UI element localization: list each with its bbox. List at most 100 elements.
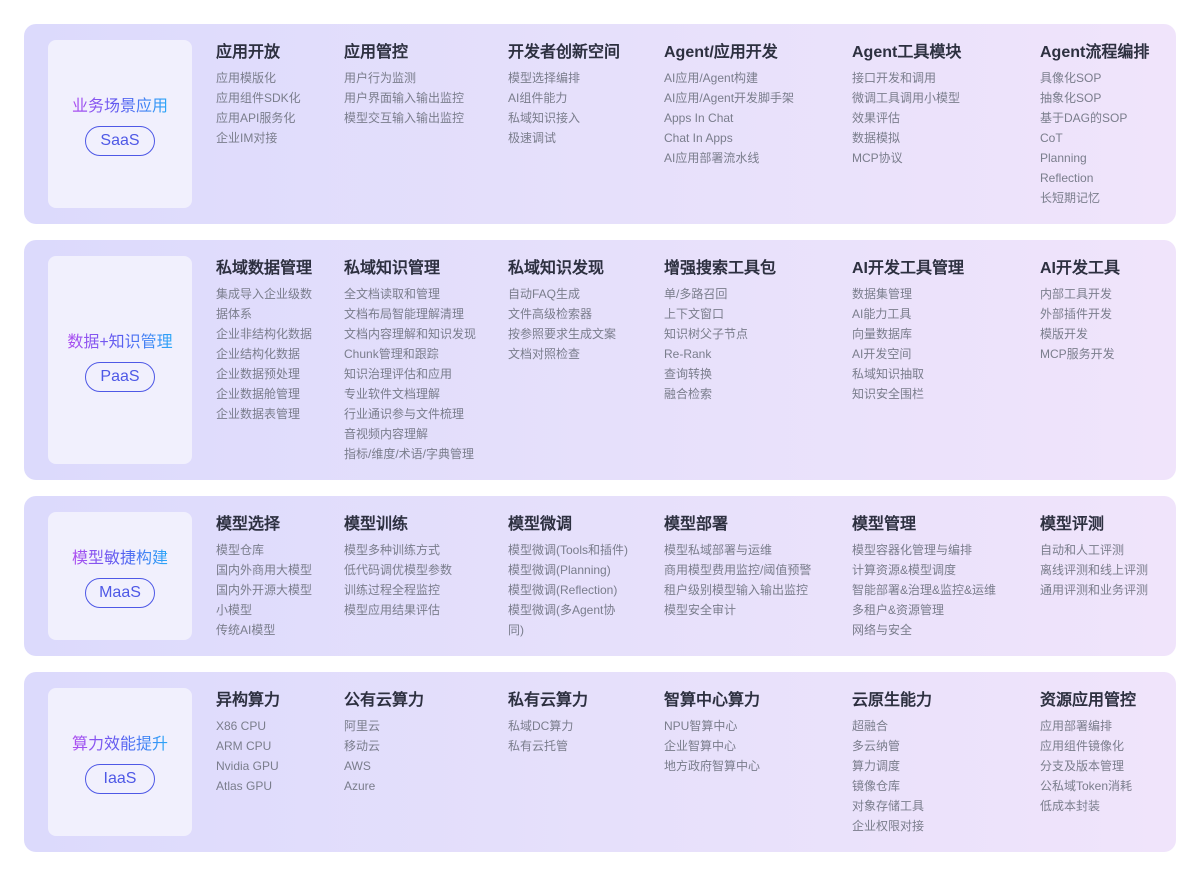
group-item: 移动云 [344, 739, 381, 753]
group-item: Reflection [1040, 171, 1094, 185]
capability-group: 模型训练 模型多种训练方式 低代码调优模型参数 训练过程全程监控 模型应用结果评估 [344, 514, 452, 620]
capability-group: 应用开放 应用模版化 应用组件SDK化 应用API服务化 企业IM对接 [216, 42, 301, 148]
group-item: 同) [508, 623, 524, 637]
group-item: 按参照要求生成文案 [508, 327, 617, 341]
group-item: 多云纳管 [852, 739, 901, 753]
group-title: 私有云算力 [508, 692, 589, 709]
group-item: 全文档读取和管理 [344, 287, 441, 301]
group-item: X86 CPU [216, 719, 267, 733]
group-item: 用户行为监测 [344, 71, 417, 85]
group-item: MCP服务开发 [1040, 347, 1115, 361]
group-item: 网络与安全 [852, 623, 913, 637]
group-item: 模型微调(多Agent协 [508, 603, 616, 617]
group-item: 模型私域部署与运维 [664, 543, 773, 557]
group-item: 应用部署编排 [1040, 719, 1113, 733]
group-title: 模型评测 [1040, 516, 1105, 533]
group-item: 私域知识接入 [508, 111, 581, 125]
group-title: Agent工具模块 [852, 44, 962, 61]
group-item: Re-Rank [664, 347, 712, 361]
group-title: 资源应用管控 [1040, 692, 1137, 709]
group-item: 智能部署&治理&监控&运维 [852, 583, 997, 597]
layer-row-iaas: 算力效能提升 IaaS 异构算力 X86 CPU ARM CPU Nvidia GPU… [24, 672, 1176, 852]
group-item: 接口开发和调用 [852, 71, 937, 85]
group-title: 应用开放 [216, 44, 281, 61]
group-item: 企业智算中心 [664, 739, 737, 753]
group-item: 自动FAQ生成 [508, 287, 581, 301]
group-item: 知识安全围栏 [852, 387, 925, 401]
group-item: ARM CPU [216, 739, 272, 753]
group-item: 模型容器化管理与编排 [852, 543, 973, 557]
group-title: 智算中心算力 [664, 692, 761, 709]
group-item: Nvidia GPU [216, 759, 279, 773]
group-title: 异构算力 [216, 692, 281, 709]
group-title: 应用管控 [344, 44, 409, 61]
group-item: 模型微调(Planning) [508, 563, 611, 577]
group-item: 商用模型费用监控/阈值预警 [664, 563, 812, 577]
group-item: AWS [344, 759, 371, 773]
group-item: Atlas GPU [216, 779, 273, 793]
group-item: 音视频内容理解 [344, 427, 429, 441]
group-item: AI应用部署流水线 [664, 151, 760, 165]
group-item: NPU智算中心 [664, 719, 738, 733]
group-item: 传统AI模型 [216, 623, 276, 637]
capability-group: 模型部署 模型私域部署与运维 商用模型费用监控/阈值预警 租户级别模型输入输出监控 模型… [664, 514, 811, 620]
group-item: 知识树父子节点 [664, 327, 749, 341]
capability-group: 模型选择 模型仓库 国内外商用大模型 国内外开源大模型 小模型 传统AI模型 [216, 514, 312, 640]
group-item: 小模型 [216, 603, 253, 617]
group-item: 私域知识抽取 [852, 367, 925, 381]
group-title: 模型选择 [216, 516, 281, 533]
capability-group: 私域数据管理 集成导入企业级数 据体系 企业非结构化数据 企业结构化数据 企业数据预处理企… [216, 258, 312, 424]
group-item: 私域DC算力 [508, 719, 574, 733]
group-item: 效果评估 [852, 111, 901, 125]
capability-group: Agent/应用开发 AI应用/Agent构建 AI应用/Agent开发脚手架 App… [664, 42, 794, 168]
group-item: CoT [1040, 131, 1063, 145]
group-item: Chunk管理和跟踪 [344, 347, 439, 361]
group-title: 模型微调 [508, 516, 573, 533]
group-item: 行业通识参与文件梳理 [344, 407, 465, 421]
group-item: 应用组件镜像化 [1040, 739, 1125, 753]
group-item: 模型仓库 [216, 543, 265, 557]
group-item: 企业结构化数据 [216, 347, 301, 361]
group-item: 数据集管理 [852, 287, 913, 301]
group-item: 离线评测和线上评测 [1040, 563, 1149, 577]
group-item: AI组件能力 [508, 91, 568, 105]
group-item: 文档内容理解和知识发现 [344, 327, 477, 341]
capability-group: 异构算力 X86 CPU ARM CPU Nvidia GPU Atlas GPU [216, 690, 280, 796]
layer-title: 算力效能提升 [72, 730, 168, 754]
group-item: 应用API服务化 [216, 111, 296, 125]
layer-row-paas: 数据+知识管理 PaaS 私域数据管理 集成导入企业级数 据体系 企业非结构化数据 企业… [24, 240, 1176, 480]
group-item: 企业数据舱管理 [216, 387, 301, 401]
group-item: AI能力工具 [852, 307, 912, 321]
group-item: 外部插件开发 [1040, 307, 1113, 321]
group-item: 模型选择编排 [508, 71, 581, 85]
group-title: 公有云算力 [344, 692, 425, 709]
group-item: 用户界面输入输出监控 [344, 91, 465, 105]
capability-group: Agent工具模块 接口开发和调用 微调工具调用小模型 效果评估 数据模拟 MCP协议 [852, 42, 961, 168]
group-item: Chat In Apps [664, 131, 733, 145]
group-item: 据体系 [216, 307, 253, 321]
capability-group: 模型管理 模型容器化管理与编排 计算资源&模型调度 智能部署&治理&监控&运维 多租户&… [852, 514, 996, 640]
group-title: 私域数据管理 [216, 260, 313, 277]
group-item: 基于DAG的SOP [1040, 111, 1128, 125]
group-item: 融合检索 [664, 387, 713, 401]
group-item: 向量数据库 [852, 327, 913, 341]
group-item: 知识治理评估和应用 [344, 367, 453, 381]
capability-group: 私域知识发现 自动FAQ生成 文件高级检索器 按参照要求生成文案 文档对照检查 [508, 258, 616, 364]
group-title: Agent流程编排 [1040, 44, 1150, 61]
group-title: 私域知识管理 [344, 260, 441, 277]
group-item: 模型安全审计 [664, 603, 737, 617]
group-item: 长短期记忆 [1040, 191, 1101, 205]
layer-badge: MaaS [85, 578, 155, 608]
group-item: 微调工具调用小模型 [852, 91, 961, 105]
group-title: AI开发工具管理 [852, 260, 965, 277]
group-item: 企业数据预处理 [216, 367, 301, 381]
layer-badge: SaaS [85, 126, 155, 156]
layer-card: 算力效能提升 IaaS [48, 688, 192, 836]
group-item: 超融合 [852, 719, 889, 733]
group-title: 私域知识发现 [508, 260, 605, 277]
group-item: 计算资源&模型调度 [852, 563, 957, 577]
capability-group: 模型评测 自动和人工评测 离线评测和线上评测 通用评测和业务评测 [1040, 514, 1148, 600]
group-item: 应用模版化 [216, 71, 277, 85]
layer-card: 业务场景应用 SaaS [48, 40, 192, 208]
group-item: Apps In Chat [664, 111, 734, 125]
